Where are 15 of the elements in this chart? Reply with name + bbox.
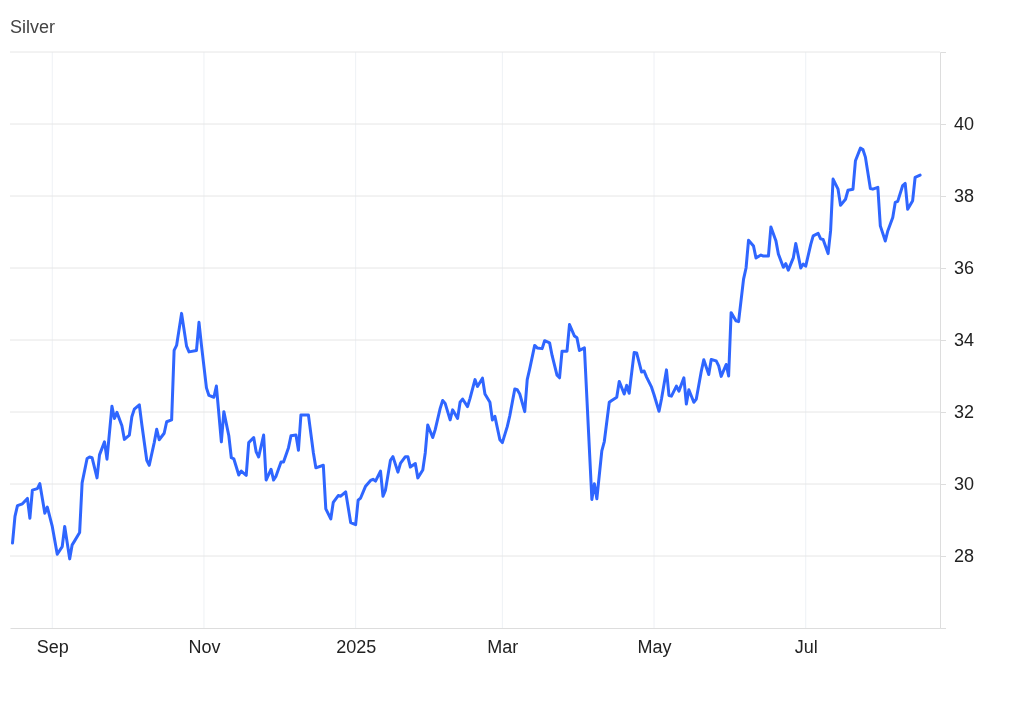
x-tick-label: Sep (36, 636, 69, 657)
x-tick-label: Mar (487, 636, 519, 657)
line-series (10, 146, 922, 561)
y-tick-label: 30 (954, 474, 975, 495)
x-tick-label: Nov (188, 636, 221, 657)
x-tick-label: Jul (794, 636, 818, 657)
y-tick-label: 34 (954, 330, 975, 351)
y-tick-label: 28 (954, 546, 975, 567)
y-tick-label: 36 (954, 258, 975, 279)
x-tick-label: May (637, 636, 672, 657)
y-tick-label: 40 (954, 114, 975, 135)
x-tick-label: 2025 (336, 636, 377, 657)
chart-title: Silver (10, 17, 56, 37)
y-tick-label: 38 (954, 186, 975, 207)
y-tick-label: 32 (954, 402, 975, 423)
